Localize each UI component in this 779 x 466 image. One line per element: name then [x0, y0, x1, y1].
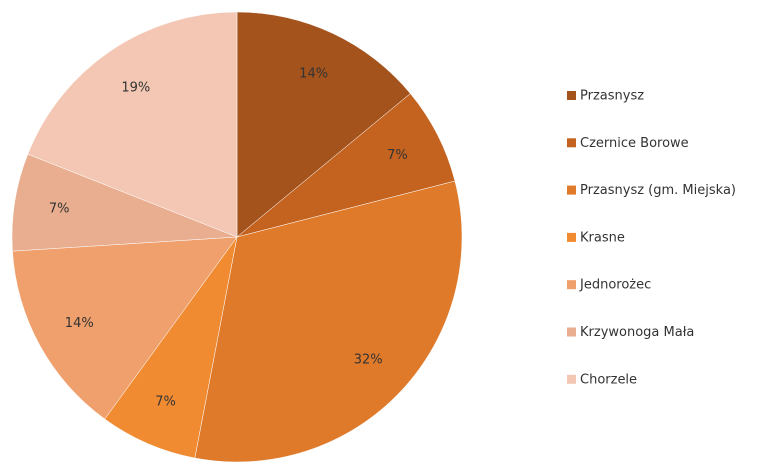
data-label: 14% [65, 316, 94, 331]
data-label: 14% [299, 67, 328, 82]
pie-slice [236, 11, 411, 238]
data-label: 7% [49, 201, 70, 216]
data-label: 19% [121, 81, 150, 96]
legend-swatch [567, 327, 576, 337]
legend-label: Przasnysz [580, 89, 644, 104]
legend-swatch [567, 374, 576, 384]
legend-label: Jednorożec [579, 278, 651, 293]
pie-slice [12, 236, 238, 420]
legend-swatch [567, 91, 576, 100]
data-label: 7% [387, 148, 408, 163]
legend-label: Krasne [580, 230, 625, 245]
pie-slice [27, 11, 238, 238]
legend-label: Chorzele [580, 372, 637, 387]
legend-label: Czernice Borowe [580, 136, 689, 151]
data-label: 32% [354, 353, 383, 368]
pie-slice [194, 180, 463, 463]
legend-swatch [567, 138, 576, 148]
legend-label: Krzywonoga Mała [580, 325, 694, 340]
legend-swatch [567, 185, 576, 195]
legend-swatch [567, 232, 576, 242]
legend-swatch [567, 280, 576, 290]
legend-label: Przasnysz (gm. Miejska) [580, 183, 736, 198]
data-label: 7% [155, 395, 176, 410]
